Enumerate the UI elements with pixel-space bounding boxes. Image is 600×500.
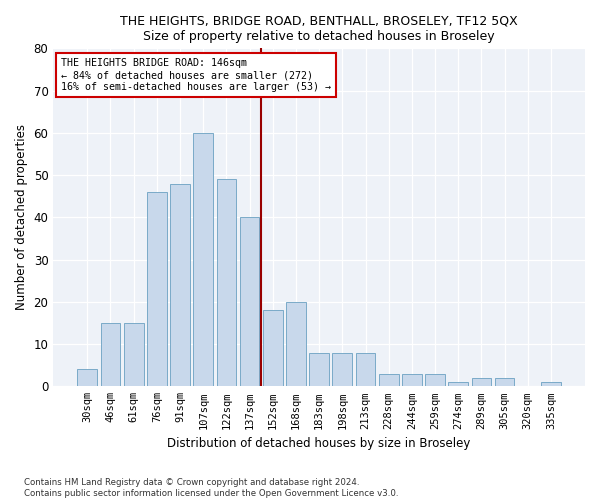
Title: THE HEIGHTS, BRIDGE ROAD, BENTHALL, BROSELEY, TF12 5QX
Size of property relative: THE HEIGHTS, BRIDGE ROAD, BENTHALL, BROS… <box>120 15 518 43</box>
Bar <box>286 302 306 386</box>
Y-axis label: Number of detached properties: Number of detached properties <box>15 124 28 310</box>
Bar <box>170 184 190 386</box>
Bar <box>379 374 398 386</box>
Bar <box>263 310 283 386</box>
Bar <box>309 352 329 386</box>
Bar <box>193 133 213 386</box>
Bar <box>356 352 376 386</box>
Bar <box>448 382 468 386</box>
Bar <box>217 180 236 386</box>
Bar <box>147 192 167 386</box>
Bar <box>541 382 561 386</box>
Bar <box>77 370 97 386</box>
Bar <box>402 374 422 386</box>
Bar <box>101 323 121 386</box>
Text: Contains HM Land Registry data © Crown copyright and database right 2024.
Contai: Contains HM Land Registry data © Crown c… <box>24 478 398 498</box>
Bar <box>472 378 491 386</box>
Text: THE HEIGHTS BRIDGE ROAD: 146sqm
← 84% of detached houses are smaller (272)
16% o: THE HEIGHTS BRIDGE ROAD: 146sqm ← 84% of… <box>61 58 331 92</box>
Bar <box>332 352 352 386</box>
Bar <box>124 323 143 386</box>
Bar <box>495 378 514 386</box>
Bar <box>240 218 259 386</box>
X-axis label: Distribution of detached houses by size in Broseley: Distribution of detached houses by size … <box>167 437 471 450</box>
Bar <box>425 374 445 386</box>
